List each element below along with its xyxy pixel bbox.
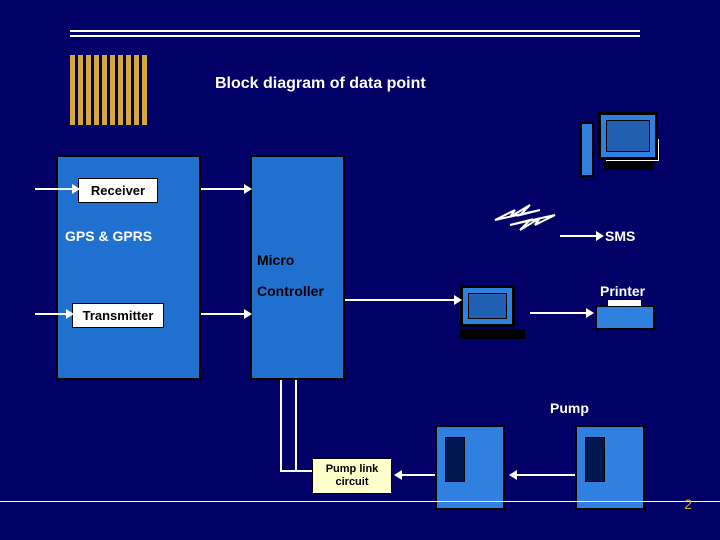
header-bars [70, 55, 147, 125]
pump-2-icon [575, 425, 645, 510]
arrow-head-icon [244, 184, 252, 194]
printer-label: Printer [600, 283, 645, 299]
printer-icon [595, 305, 655, 330]
arrow [201, 188, 250, 190]
arrow-head-icon [72, 184, 80, 194]
arrow-head-icon [244, 309, 252, 319]
wireless-spark-icon [490, 195, 560, 245]
arrow-head-icon [66, 309, 74, 319]
sms-label: SMS [605, 228, 635, 244]
arrow-head-icon [509, 470, 517, 480]
arrow-head-icon [394, 470, 402, 480]
footer-line [0, 501, 720, 502]
vline [280, 380, 282, 472]
server-icon [598, 112, 658, 170]
gps-label: GPS & GPRS [65, 228, 152, 244]
micro-label: Micro [257, 252, 294, 268]
arrow-head-icon [454, 295, 462, 305]
pump-link-box: Pump link circuit [312, 458, 392, 494]
vline [295, 380, 297, 472]
page-number: 2 [684, 496, 692, 512]
receiver-box: Receiver [78, 178, 158, 203]
hline-to-link [295, 470, 312, 472]
arrow [345, 299, 460, 301]
pump-1-icon [435, 425, 505, 510]
pump-label: Pump [550, 400, 589, 416]
arrow [530, 312, 592, 314]
page-title: Block diagram of data point [215, 75, 426, 93]
arrow-head-icon [586, 308, 594, 318]
header-decoration [70, 30, 640, 40]
controller-label: Controller [257, 283, 324, 299]
arrow [515, 474, 575, 476]
transmitter-box: Transmitter [72, 303, 164, 328]
arrow [201, 313, 250, 315]
arrow-head-icon [596, 231, 604, 241]
sms-computer-icon [460, 285, 525, 339]
arrow [400, 474, 435, 476]
